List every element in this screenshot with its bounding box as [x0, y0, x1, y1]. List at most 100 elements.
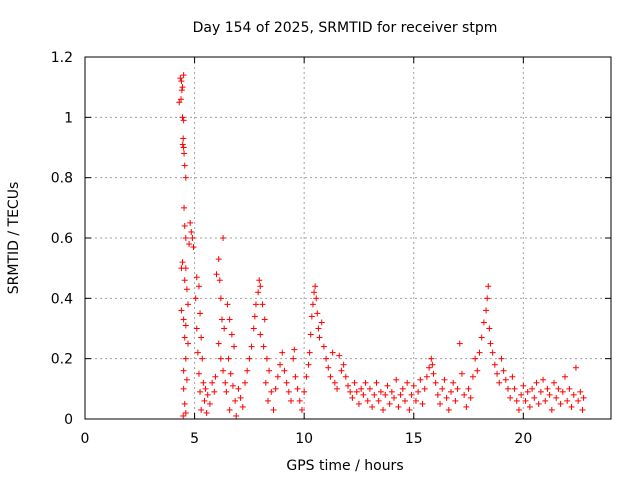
data-point: [327, 373, 334, 380]
data-point: [500, 367, 507, 374]
data-point: [579, 406, 586, 413]
data-point: [575, 397, 582, 404]
data-point: [180, 367, 187, 374]
data-point: [178, 307, 185, 314]
data-point: [349, 394, 356, 401]
data-point: [211, 388, 218, 395]
data-point: [430, 370, 437, 377]
data-point: [331, 379, 338, 386]
data-point: [212, 373, 219, 380]
x-axis-label: GPS time / hours: [286, 458, 403, 474]
grid-lines: [85, 57, 611, 419]
data-point: [434, 391, 441, 398]
y-tick-label: 1: [64, 110, 73, 126]
data-point: [306, 349, 313, 356]
data-point: [294, 385, 301, 392]
data-point: [255, 289, 262, 296]
data-point: [524, 388, 531, 395]
data-point: [179, 141, 186, 148]
data-point: [421, 385, 428, 392]
data-point: [334, 385, 341, 392]
data-point: [465, 385, 472, 392]
data-point: [515, 406, 522, 413]
data-point: [412, 397, 419, 404]
data-point: [375, 397, 382, 404]
data-point: [507, 394, 514, 401]
data-point: [461, 391, 468, 398]
data-point: [469, 373, 476, 380]
data-point: [417, 376, 424, 383]
data-point: [177, 96, 184, 103]
data-point: [494, 370, 501, 377]
data-point: [441, 376, 448, 383]
data-point: [577, 388, 584, 395]
data-point: [491, 361, 498, 368]
data-point: [305, 361, 312, 368]
data-point: [544, 385, 551, 392]
data-point: [537, 388, 544, 395]
data-point: [259, 301, 266, 308]
data-point: [369, 403, 376, 410]
data-point: [426, 364, 433, 371]
data-point: [217, 295, 224, 302]
data-point: [183, 286, 190, 293]
data-point: [213, 271, 220, 278]
data-point: [542, 397, 549, 404]
data-point: [233, 412, 240, 419]
data-point: [226, 406, 233, 413]
data-point: [179, 259, 186, 266]
data-point: [201, 397, 208, 404]
data-point: [226, 316, 233, 323]
data-point: [535, 400, 542, 407]
data-point: [546, 391, 553, 398]
y-tick-label: 0.2: [51, 352, 73, 368]
data-point: [484, 295, 491, 302]
data-point: [313, 295, 320, 302]
data-point: [555, 385, 562, 392]
data-point: [443, 394, 450, 401]
data-point: [496, 379, 503, 386]
data-point: [274, 373, 281, 380]
data-point: [197, 388, 204, 395]
data-point: [229, 382, 236, 389]
data-point: [529, 385, 536, 392]
data-point: [290, 355, 297, 362]
y-tick-label: 0.6: [51, 231, 73, 247]
data-point: [572, 364, 579, 371]
y-tick-label: 0: [64, 412, 73, 428]
data-point: [329, 349, 336, 356]
data-point: [206, 400, 213, 407]
data-point: [391, 394, 398, 401]
data-point: [307, 331, 314, 338]
data-point: [388, 388, 395, 395]
data-point: [320, 343, 327, 350]
data-point: [474, 367, 481, 374]
data-point: [432, 379, 439, 386]
data-point: [570, 391, 577, 398]
data-point: [260, 343, 267, 350]
x-tick-label: 5: [190, 431, 199, 447]
data-point: [180, 316, 187, 323]
data-point: [580, 394, 587, 401]
data-point: [452, 397, 459, 404]
data-point: [551, 379, 558, 386]
data-point: [483, 307, 490, 314]
data-point: [498, 355, 505, 362]
data-point: [279, 349, 286, 356]
data-point: [308, 313, 315, 320]
x-tick-label: 20: [514, 431, 532, 447]
data-point: [200, 379, 207, 386]
data-point: [180, 135, 187, 142]
data-point: [181, 204, 188, 211]
data-point: [227, 370, 234, 377]
data-point: [423, 373, 430, 380]
data-point: [303, 373, 310, 380]
data-point: [485, 283, 492, 290]
data-point: [342, 373, 349, 380]
data-point: [531, 394, 538, 401]
data-point: [198, 334, 205, 341]
data-point: [217, 355, 224, 362]
data-point: [220, 235, 227, 241]
data-point: [194, 349, 201, 356]
